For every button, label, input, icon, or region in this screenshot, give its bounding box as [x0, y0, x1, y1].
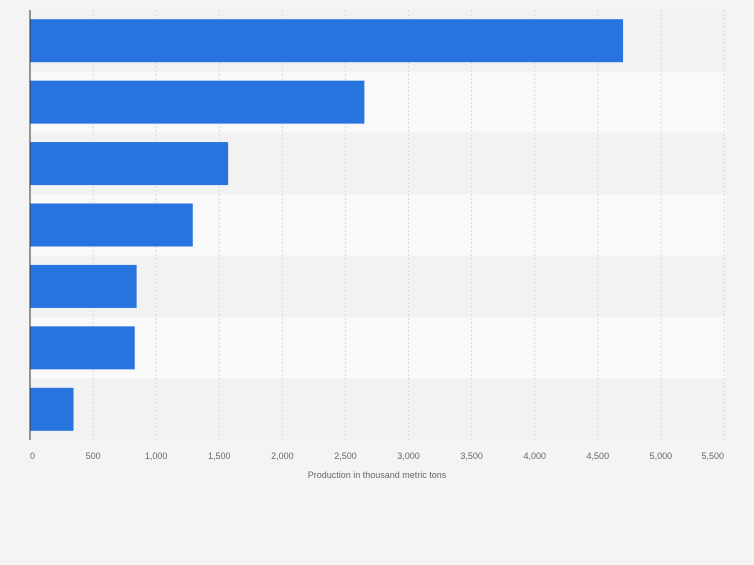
x-tick-label-5: 2,500 — [334, 451, 357, 461]
x-tick-label-0: 0 — [30, 451, 35, 461]
x-tick-label-8: 4,000 — [523, 451, 546, 461]
x-tick-label-10: 5,000 — [650, 451, 673, 461]
row-band-5 — [30, 255, 726, 318]
bars — [30, 19, 624, 431]
bar-2 — [30, 80, 365, 124]
x-tick-label-4: 2,000 — [271, 451, 294, 461]
x-tick-label-11: 5,500 — [701, 451, 724, 461]
bar-1 — [30, 19, 624, 63]
x-tick-label-2: 1,000 — [145, 451, 168, 461]
bar-6 — [30, 326, 135, 370]
x-tick-label-6: 3,000 — [397, 451, 420, 461]
bar-5 — [30, 264, 137, 308]
bar-7 — [30, 387, 74, 431]
x-tick-label-9: 4,500 — [587, 451, 610, 461]
x-axis-label: Production in thousand metric tons — [308, 470, 447, 480]
x-tick-labels: 0 500 1,000 1,500 2,000 2,500 3,000 3,500 4,000 4… — [30, 451, 724, 461]
x-tick-label-3: 1,500 — [208, 451, 231, 461]
row-band-6 — [30, 317, 726, 379]
x-tick-label-7: 3,500 — [460, 451, 483, 461]
x-tick-label-1: 500 — [86, 451, 101, 461]
row-bands — [30, 10, 726, 440]
bar-4 — [30, 203, 193, 247]
bar-3 — [30, 142, 229, 186]
row-band-7 — [30, 378, 726, 440]
